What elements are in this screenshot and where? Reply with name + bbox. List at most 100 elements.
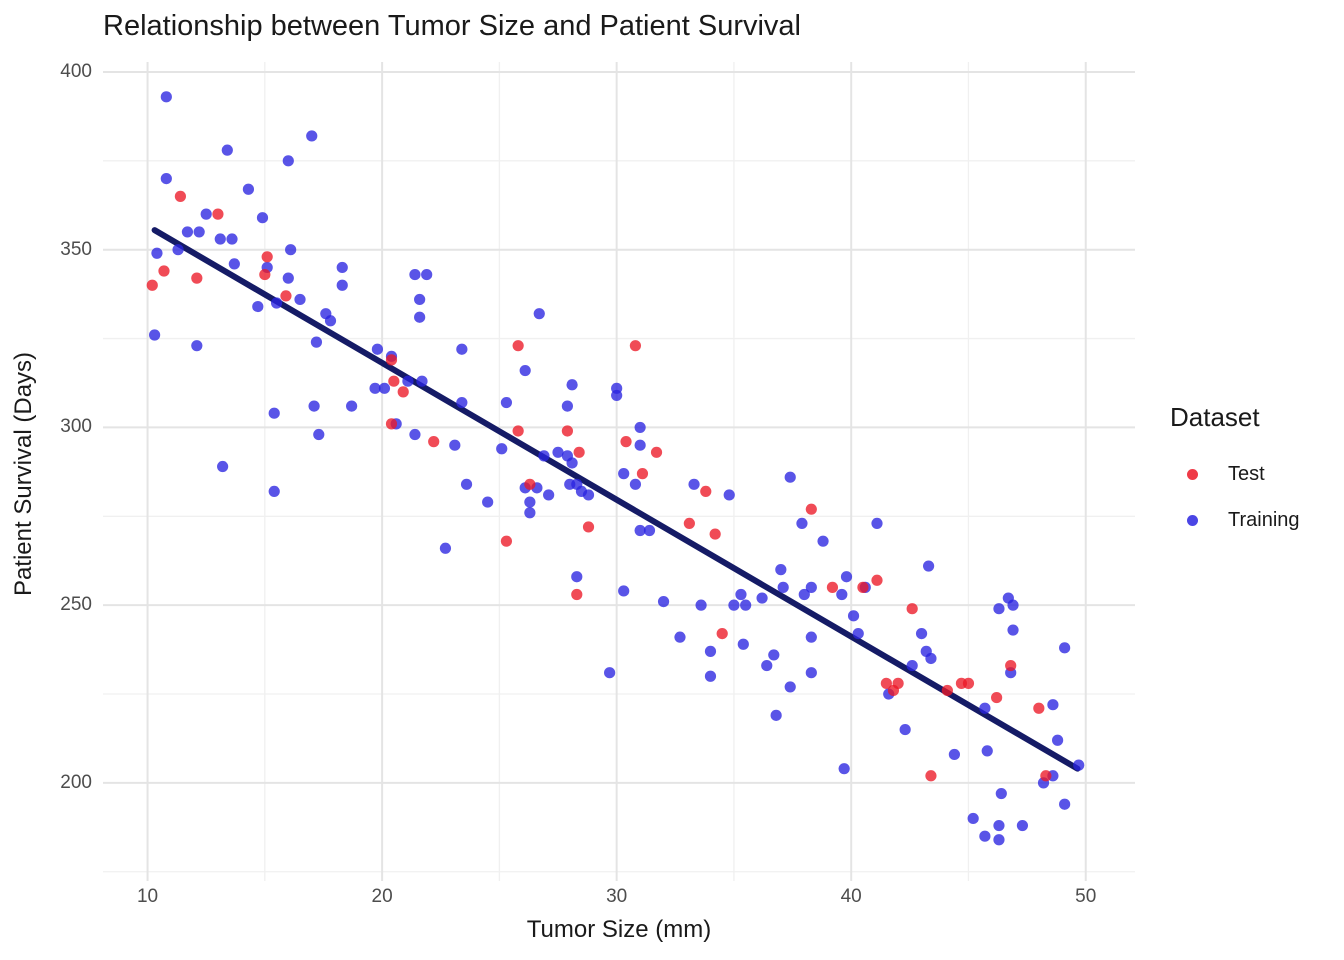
data-point-training <box>643 524 656 537</box>
data-point-training <box>402 375 414 387</box>
data-point-training <box>496 443 508 455</box>
data-point-training <box>160 91 172 103</box>
data-point-training <box>543 489 555 501</box>
data-point-test <box>385 354 398 366</box>
data-point-test <box>805 503 817 515</box>
data-point-training <box>482 496 494 508</box>
data-point-training <box>282 155 294 167</box>
data-point-training <box>414 311 426 323</box>
data-point-test <box>857 581 869 593</box>
data-point-test <box>212 208 224 220</box>
data-point-training <box>414 293 426 306</box>
data-point-training <box>252 300 264 313</box>
data-point-training <box>618 585 630 597</box>
data-point-training <box>294 293 306 306</box>
data-point-training <box>346 400 358 412</box>
data-point-training <box>449 439 461 451</box>
data-point-test <box>716 627 728 640</box>
data-point-test <box>906 603 918 615</box>
data-point-training <box>369 382 381 394</box>
data-point-training <box>456 343 468 355</box>
data-point-training <box>840 571 853 583</box>
data-point-training <box>228 258 240 270</box>
legend-title: Dataset <box>1170 402 1260 432</box>
data-point-training <box>775 564 787 576</box>
data-point-training <box>629 478 642 490</box>
data-point-training <box>566 457 578 469</box>
data-point-training <box>533 308 545 320</box>
data-point-test <box>871 574 883 586</box>
legend: Dataset Test Training <box>1170 402 1340 543</box>
y-tick-label: 200 <box>60 771 92 793</box>
data-point-training <box>993 603 1005 615</box>
data-point-training <box>282 272 294 284</box>
data-point-training <box>852 627 864 640</box>
data-point-training <box>847 610 860 622</box>
training-point-icon <box>1187 514 1198 526</box>
x-tick-label: 50 <box>1075 886 1097 907</box>
data-point-training <box>217 460 229 473</box>
data-point-test <box>887 684 900 697</box>
data-point-test <box>709 528 721 540</box>
data-point-test <box>174 190 186 202</box>
data-point-test <box>573 446 585 458</box>
data-point-training <box>336 261 348 274</box>
data-point-training <box>268 485 280 498</box>
data-point-training <box>571 571 583 583</box>
chart-title: Relationship between Tumor Size and Pati… <box>103 10 801 42</box>
data-point-test <box>683 517 695 529</box>
data-point-training <box>688 478 700 490</box>
data-point-training <box>674 631 686 643</box>
data-point-training <box>728 599 740 611</box>
data-point-training <box>906 659 918 672</box>
data-point-training <box>566 379 578 391</box>
data-point-training <box>191 340 203 352</box>
data-point-test <box>1033 702 1045 714</box>
data-point-training <box>306 130 318 142</box>
data-point-training <box>768 649 780 661</box>
data-point-training <box>634 421 646 434</box>
x-tick-label: 30 <box>606 886 628 907</box>
data-point-training <box>1016 819 1029 832</box>
data-point-test <box>629 340 642 352</box>
x-axis-title: Tumor Size (mm) <box>526 916 712 943</box>
data-point-training <box>634 524 646 537</box>
data-point-test <box>397 386 409 398</box>
data-point-training <box>604 667 616 679</box>
data-point-training <box>657 596 670 608</box>
data-point-test <box>259 268 271 281</box>
data-point-test <box>620 436 632 448</box>
data-point-training <box>695 599 707 611</box>
data-point-training <box>193 226 205 238</box>
data-point-training <box>805 631 817 643</box>
data-point-training <box>1059 798 1071 810</box>
data-point-training <box>735 588 747 601</box>
test-point-icon <box>1187 468 1198 480</box>
data-point-training <box>618 468 630 480</box>
data-point-test <box>428 436 440 448</box>
legend-item-training: Training <box>1170 497 1340 543</box>
data-point-training <box>500 396 513 409</box>
data-point-test <box>561 425 574 437</box>
data-point-training <box>378 382 391 394</box>
data-point-test <box>650 446 663 458</box>
data-point-training <box>226 233 238 245</box>
data-point-test <box>280 290 292 302</box>
data-point-training <box>149 329 161 341</box>
data-point-training <box>756 592 768 604</box>
data-point-training <box>324 315 337 327</box>
data-point-test <box>925 770 937 782</box>
data-point-training <box>421 268 433 281</box>
data-point-training <box>704 670 717 682</box>
data-point-training <box>923 560 935 572</box>
data-point-test <box>261 251 273 263</box>
regression-line <box>151 227 1081 772</box>
data-point-training <box>740 599 752 611</box>
data-point-training <box>268 407 280 419</box>
data-point-training <box>460 478 473 490</box>
data-point-test <box>962 677 975 689</box>
data-point-training <box>582 489 595 501</box>
y-axis-title: Patient Survival (Days) <box>10 351 37 597</box>
legend-label-test: Test <box>1228 462 1265 485</box>
data-point-test <box>880 677 892 689</box>
